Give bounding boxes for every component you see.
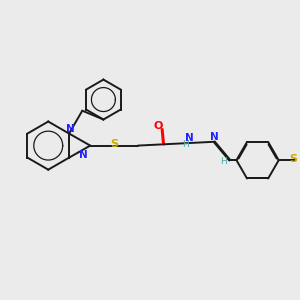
Text: N: N (210, 132, 219, 142)
Text: S: S (290, 154, 297, 164)
Text: H: H (182, 140, 189, 149)
Text: N: N (185, 133, 194, 143)
Text: O: O (153, 121, 162, 130)
Text: N: N (79, 150, 87, 160)
Text: S: S (111, 140, 119, 149)
Text: H: H (220, 157, 227, 166)
Text: N: N (66, 124, 75, 134)
